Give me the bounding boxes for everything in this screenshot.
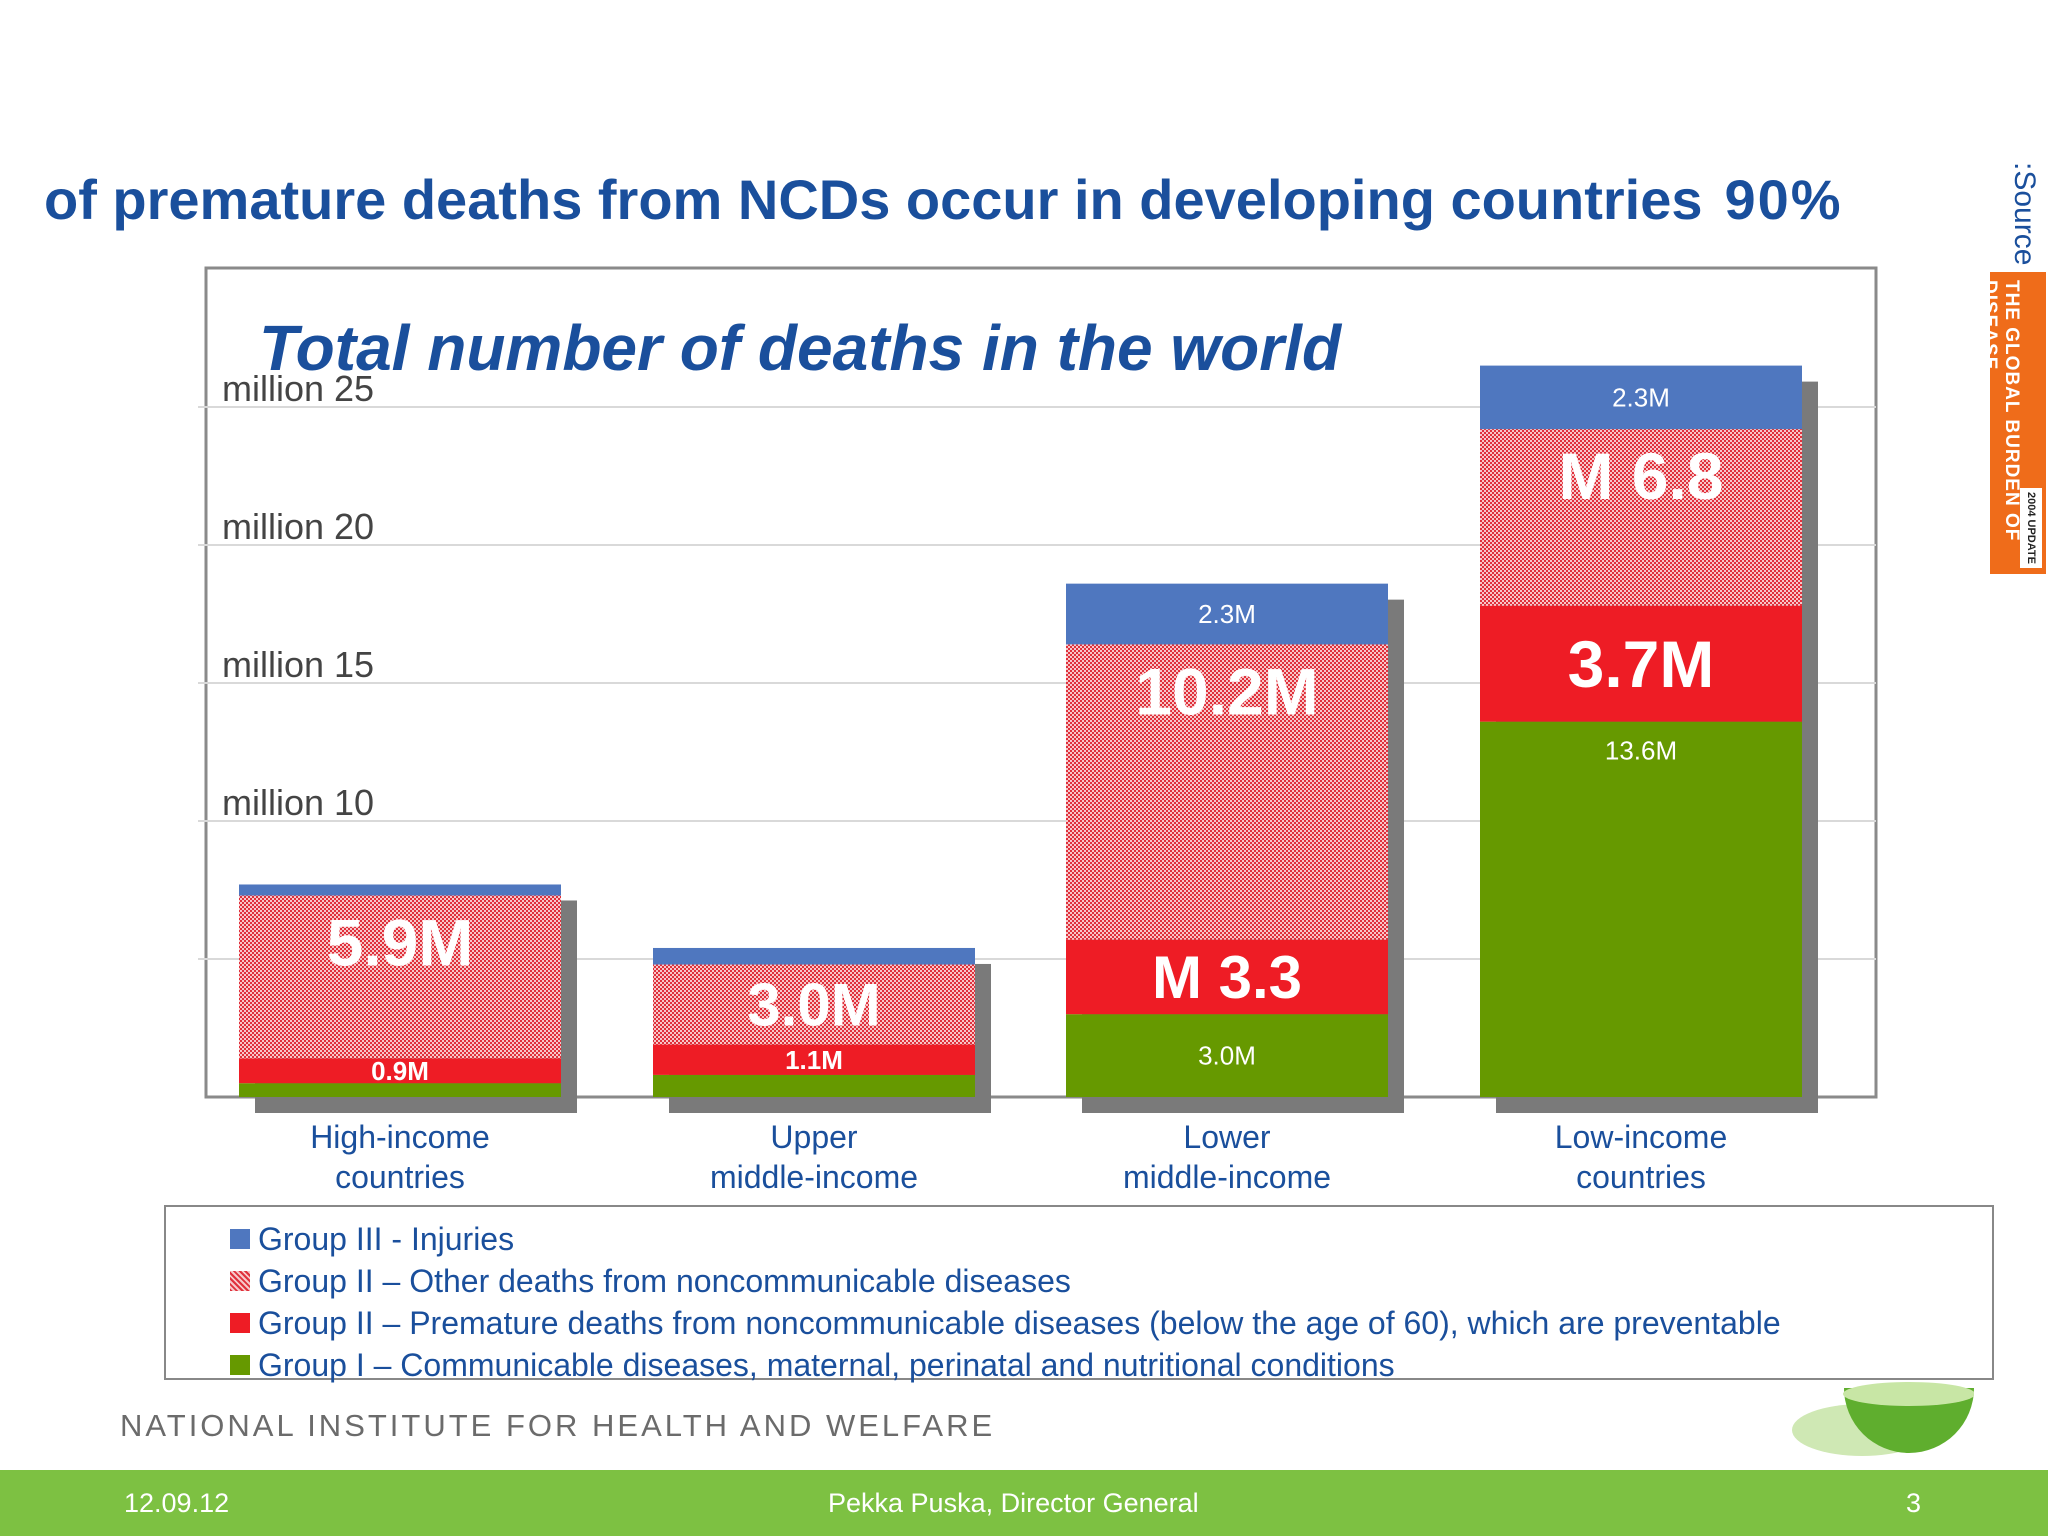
legend-swatch xyxy=(230,1271,250,1291)
bar-segment xyxy=(1480,429,1802,606)
y-tick-label: million 25 xyxy=(222,368,374,409)
chart-legend: Group III - Injuries Group II – Other dea… xyxy=(164,1205,1994,1383)
category-label: High-income xyxy=(310,1119,490,1155)
bar-segment xyxy=(1480,365,1802,430)
data-label: 13.6M xyxy=(1605,736,1677,766)
category-label: countries xyxy=(335,1159,465,1195)
data-label: 10.2M xyxy=(1135,654,1318,728)
bar-segment xyxy=(239,1083,561,1097)
data-label: 5.9M xyxy=(327,906,474,980)
legend-item: Group I – Communicable diseases, materna… xyxy=(230,1345,1395,1385)
data-label: 2.3M xyxy=(1198,599,1256,629)
legend-item: Group II – Other deaths from noncommunic… xyxy=(230,1261,1071,1301)
bar-segment xyxy=(1480,721,1802,1097)
legend-item: Group III - Injuries xyxy=(230,1219,514,1259)
book-subtitle: 2004 UPDATE xyxy=(2020,488,2042,568)
legend-label: Group I – Communicable diseases, materna… xyxy=(258,1346,1395,1383)
legend-label: Group II – Other deaths from noncommunic… xyxy=(258,1262,1071,1299)
category-label: middle-income xyxy=(1123,1159,1331,1195)
category-label: countries xyxy=(1576,1159,1706,1195)
data-label: 2.3M xyxy=(1612,382,1670,412)
data-label: 3.0M xyxy=(1198,1041,1256,1071)
bar-segment xyxy=(239,895,561,1059)
data-label: 1.1M xyxy=(785,1045,843,1075)
y-tick-label: million 15 xyxy=(222,644,374,685)
headline-percentage: 90% xyxy=(1724,168,1843,231)
book-title: THE GLOBAL BURDEN OF DISEASE xyxy=(1979,280,2022,542)
footer-date: 12.09.12 xyxy=(124,1488,230,1518)
chart-title: Total number of deaths in the world xyxy=(259,312,1343,384)
headline-text: of premature deaths from NCDs occur in d… xyxy=(44,168,1703,231)
data-label: 3.0M xyxy=(747,972,880,1039)
bar-segment xyxy=(653,1044,975,1075)
data-label: M 6.8 xyxy=(1558,439,1723,513)
bar-segment xyxy=(653,947,975,965)
bar-segment xyxy=(1066,939,1388,1015)
legend-item: Group II – Premature deaths from noncomm… xyxy=(230,1303,1781,1343)
bar-segment xyxy=(239,1058,561,1084)
footer-bar: 12.09.12 Pekka Puska, Director General 3 xyxy=(0,1470,2048,1536)
footer-presenter: Pekka Puska, Director General xyxy=(828,1488,1199,1518)
globe-logo xyxy=(1792,1382,1974,1456)
bar-segment xyxy=(239,884,561,896)
organization-name: NATIONAL INSTITUTE FOR HEALTH AND WELFAR… xyxy=(120,1408,996,1443)
category-label: Lower xyxy=(1183,1119,1271,1155)
legend-label: Group II – Premature deaths from noncomm… xyxy=(258,1304,1781,1341)
bar-segment xyxy=(1066,583,1388,645)
bar-segment xyxy=(1066,644,1388,940)
data-label: 3.7M xyxy=(1568,627,1715,701)
stacked-bar-chart: million 10 million 15 million 20 million 25… xyxy=(198,266,1878,1195)
data-label: 0.9M xyxy=(371,1056,429,1086)
bar-segment xyxy=(1066,1014,1388,1097)
source-label: :Source xyxy=(2008,162,2041,266)
legend-label: Group III - Injuries xyxy=(258,1220,515,1257)
category-label: Low-income xyxy=(1555,1119,1728,1155)
footer-page-number: 3 xyxy=(1906,1488,1922,1518)
category-label: middle-income xyxy=(710,1159,918,1195)
category-label: Upper xyxy=(770,1119,858,1155)
source-book-cover: THE GLOBAL BURDEN OF DISEASE 2004 UPDATE xyxy=(1979,272,2046,574)
y-tick-label: million 10 xyxy=(222,782,374,823)
legend-swatch xyxy=(230,1229,250,1249)
slide-headline: of premature deaths from NCDs occur in d… xyxy=(44,160,1884,240)
y-tick-label: million 20 xyxy=(222,506,374,547)
data-label: M 3.3 xyxy=(1152,944,1302,1011)
bar-segment xyxy=(653,964,975,1045)
legend-swatch xyxy=(230,1313,250,1333)
bar-segment xyxy=(1480,605,1802,722)
legend-swatch xyxy=(230,1355,250,1375)
bar-segment xyxy=(653,1074,975,1097)
